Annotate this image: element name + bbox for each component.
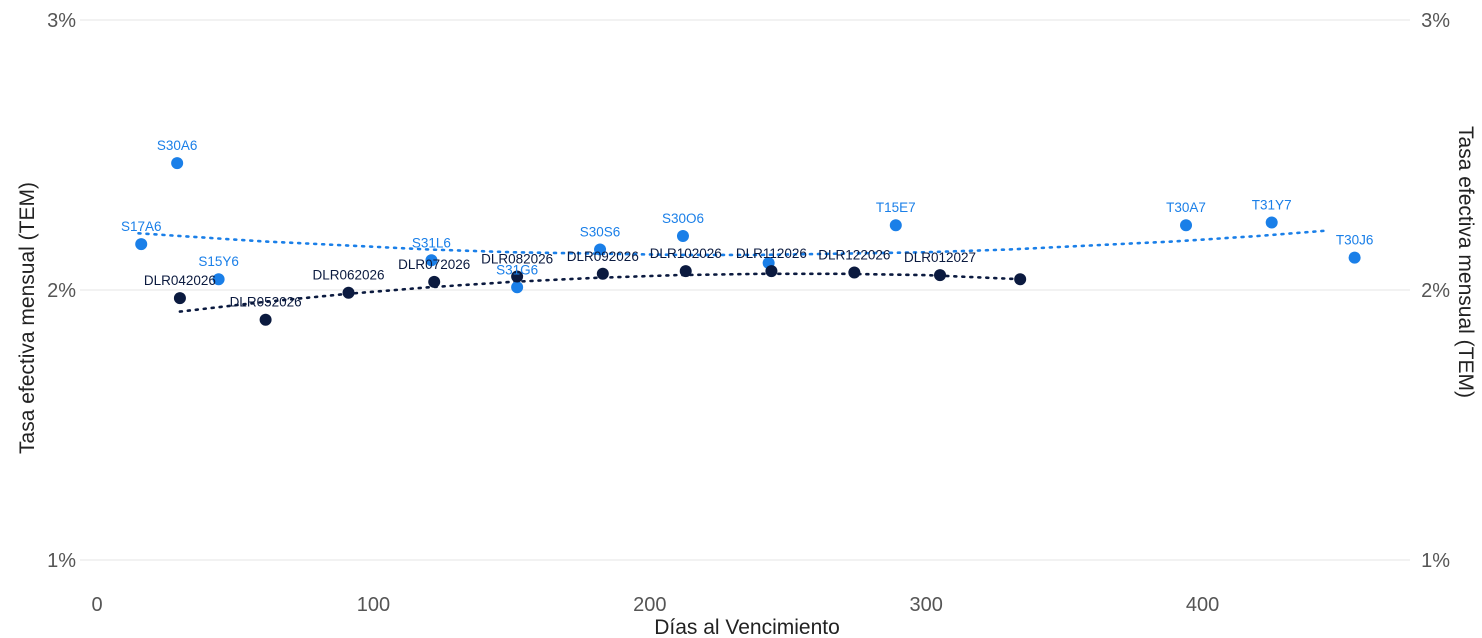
x-axis-ticks: 0 100 200 300 400 (91, 594, 1219, 616)
gridlines (80, 20, 1410, 560)
y-tick-label-right: 3% (1421, 10, 1450, 32)
x-tick-label: 100 (357, 594, 390, 616)
x-tick-label: 200 (633, 594, 666, 616)
y-axis-left-ticks: 1% 2% 3% (47, 10, 76, 572)
point-label: DLR082026 (481, 252, 553, 267)
point-label: DLR052026 (230, 295, 302, 310)
point-label: S30O6 (662, 211, 704, 226)
point-label: DLR062026 (312, 268, 384, 283)
x-axis-title: Días al Vencimiento (654, 616, 840, 638)
point-label: S31L6 (412, 235, 451, 250)
trend-line (180, 274, 1020, 312)
y-axis-right-ticks: 1% 2% 3% (1421, 10, 1450, 572)
point-label: S17A6 (121, 219, 162, 234)
y-tick-label: 1% (47, 550, 76, 572)
x-tick-label: 0 (91, 594, 102, 616)
point-label: T31Y7 (1252, 198, 1292, 213)
data-point (511, 281, 523, 293)
y-axis-right-title: Tasa efectiva mensual (TEM) (1454, 126, 1477, 398)
data-point (680, 265, 692, 277)
data-point (597, 268, 609, 280)
point-label: T30A7 (1166, 200, 1206, 215)
point-label: T15E7 (876, 200, 916, 215)
data-point (135, 238, 147, 250)
data-point (174, 292, 186, 304)
data-point (1180, 219, 1192, 231)
x-tick-label: 300 (910, 594, 943, 616)
point-label: DLR122026 (818, 247, 890, 262)
trend-line (139, 231, 1328, 255)
data-point (171, 157, 183, 169)
x-tick-label: 400 (1186, 594, 1219, 616)
y-tick-label-right: 1% (1421, 550, 1450, 572)
point-label: DLR102026 (650, 246, 722, 261)
data-point (890, 219, 902, 231)
data-point (677, 230, 689, 242)
point-label: DLR112026 (736, 246, 807, 261)
data-point (260, 314, 272, 326)
point-label: DLR012027 (904, 250, 976, 265)
data-point (765, 265, 777, 277)
point-label: DLR042026 (144, 273, 216, 288)
point-label: DLR072026 (398, 257, 470, 272)
point-label: DLR092026 (567, 249, 639, 264)
data-point (1349, 252, 1361, 264)
y-axis-left-title: Tasa efectiva mensual (TEM) (16, 182, 39, 454)
data-point (848, 266, 860, 278)
data-point (1014, 273, 1026, 285)
y-tick-label: 3% (47, 10, 76, 32)
data-point (1266, 217, 1278, 229)
data-point (428, 276, 440, 288)
data-point (934, 269, 946, 281)
point-label: S15Y6 (198, 254, 239, 269)
point-label: S30S6 (580, 225, 621, 240)
y-tick-label: 2% (47, 280, 76, 302)
data-point (343, 287, 355, 299)
y-tick-label-right: 2% (1421, 280, 1450, 302)
point-label: S30A6 (157, 138, 198, 153)
point-label: T30J6 (1336, 233, 1374, 248)
